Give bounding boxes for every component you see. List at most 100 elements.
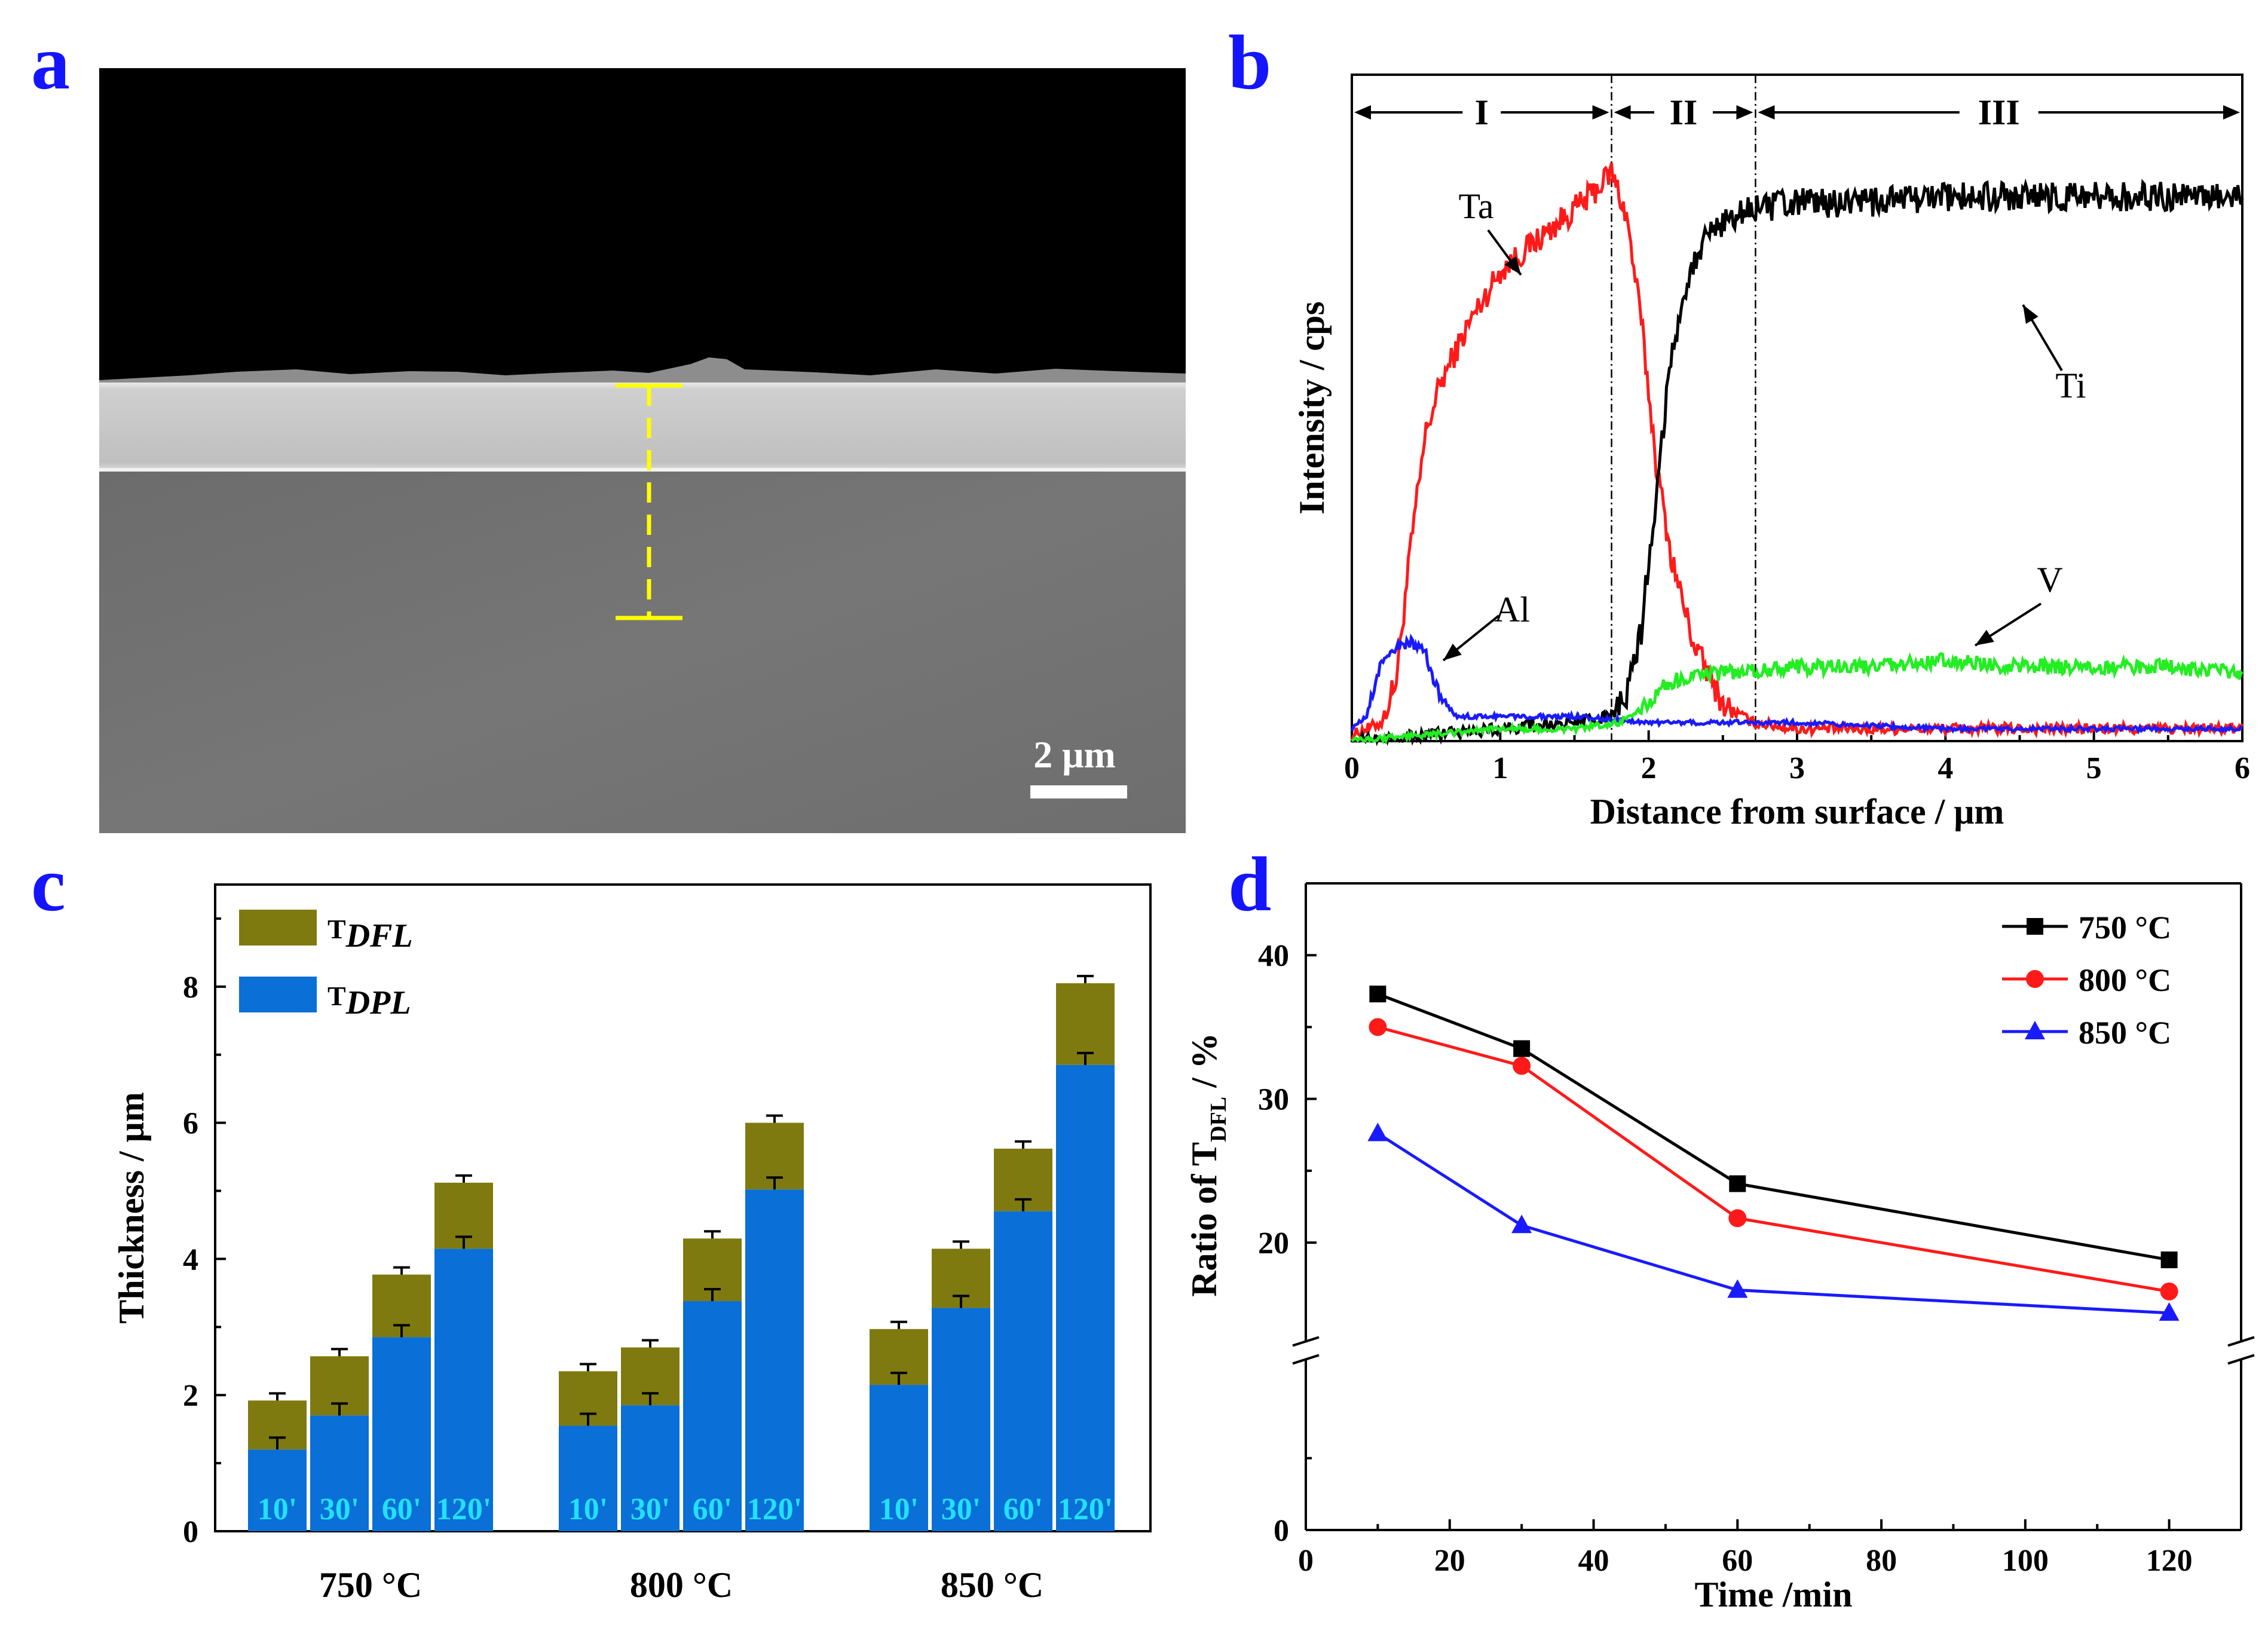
bar-dpl: [745, 1189, 804, 1531]
region-label-III: III: [1978, 93, 2020, 132]
y-axis-label-c: Thickness / μm: [112, 1092, 151, 1323]
bar-time-label: 10': [258, 1492, 297, 1526]
bar-time-label: 10': [568, 1492, 608, 1526]
y-axis-label-b: Intensity / cps: [1292, 301, 1332, 515]
group-label-c: 850 °C: [941, 1565, 1043, 1605]
annotation-V: V: [2037, 560, 2062, 599]
region-label-II: II: [1670, 93, 1698, 132]
bar-time-label: 10': [879, 1492, 919, 1526]
x-axis-label-d: Time /min: [1695, 1575, 1853, 1614]
region-arrowhead-left-I: [1354, 105, 1371, 120]
chart-c-thickness-bars: 0 2 4 6 8 Thickness / μm 10' 30' 60' 120' 750 °C 10…: [112, 883, 1152, 1605]
bar-time-label: 120': [1058, 1492, 1113, 1526]
annotation-arrowhead-Ta: [1504, 256, 1521, 275]
legend-label-d: 800 °C: [2079, 962, 2171, 998]
region-arrowhead-right-III: [2223, 105, 2240, 120]
panel-letter-d: d: [1228, 842, 1272, 928]
panel-letter-b: b: [1228, 20, 1272, 106]
region-label-bg-II: [1654, 94, 1713, 130]
series-line-V: [1351, 652, 2243, 745]
plot-frame-b: [1351, 74, 2243, 742]
bar-time-label: 30': [630, 1492, 670, 1526]
bar-time-label: 60': [693, 1492, 732, 1526]
x-tick-label-b: 5: [2086, 751, 2102, 785]
scale-bar: [1030, 785, 1127, 798]
thickness-marker: [616, 383, 682, 620]
region-label-bg-I: [1462, 94, 1501, 130]
legend-label-T_DPL: TDPL: [328, 981, 411, 1021]
y-axis-label-d: Ratio of TDFL / %: [1184, 1033, 1231, 1297]
region-label-I: I: [1475, 93, 1489, 132]
legend-swatch-T_DFL: [239, 910, 317, 946]
legend-label-d: 850 °C: [2079, 1015, 2171, 1051]
region-arrowhead-right-II: [1736, 105, 1753, 120]
y-tick-label-c: 6: [183, 1107, 198, 1141]
legend-marker-d: [2025, 1021, 2045, 1039]
plot-frame-c: [214, 883, 1152, 1532]
annotation-arrowhead-Al: [1443, 643, 1462, 660]
bar-dpl: [248, 1449, 307, 1531]
x-axis-label-b: Distance from surface / μm: [1590, 792, 2004, 831]
bar-time-label: 60': [1003, 1492, 1043, 1526]
x-tick-label-d: 60: [1722, 1544, 1753, 1578]
legend-label-T_DFL: TDFL: [328, 914, 413, 954]
x-tick-label-b: 2: [1641, 751, 1657, 785]
x-tick-label-d: 40: [1578, 1544, 1609, 1578]
bar-dpl: [559, 1425, 617, 1531]
x-tick-label-d: 120: [2146, 1544, 2193, 1578]
data-point-d: [1369, 1018, 1387, 1036]
bar-time-label: 30': [941, 1492, 981, 1526]
x-tick-label-b: 0: [1344, 751, 1360, 785]
series-line-d: [1377, 1132, 2169, 1315]
axis-break-mark-d: [2227, 1354, 2255, 1365]
x-tick-label-d: 100: [2002, 1544, 2049, 1578]
legend-marker-d: [2027, 918, 2043, 935]
series-line-d: [1377, 1026, 2170, 1293]
x-tick-label-b: 4: [1938, 751, 1953, 785]
region-arrowhead-left-II: [1614, 105, 1631, 120]
bar-time-label: 60': [382, 1492, 421, 1526]
y-tick-label-d: 0: [1274, 1514, 1289, 1548]
annotation-arrowhead-V: [1975, 629, 1994, 645]
data-point-d: [1727, 1279, 1748, 1298]
bar-dpl: [1056, 1064, 1115, 1531]
bar-time-label: 120': [747, 1492, 802, 1526]
data-point-d: [1369, 986, 1386, 1003]
scale-bar-label: 2 μm: [1033, 733, 1116, 776]
data-point-d: [1367, 1122, 1388, 1142]
annotation-Ti: Ti: [2055, 366, 2086, 405]
bar-dpl: [310, 1415, 369, 1531]
y-tick-label-c: 2: [183, 1379, 198, 1413]
data-point-d: [1513, 1040, 1531, 1057]
y-tick-label-d: 20: [1258, 1226, 1289, 1260]
data-point-d: [2160, 1282, 2178, 1301]
group-label-c: 750 °C: [319, 1565, 422, 1605]
axis-break-mark-d: [2227, 1336, 2255, 1347]
region-arrowhead-left-III: [1758, 105, 1775, 120]
x-tick-label-b: 3: [1789, 751, 1805, 785]
region-label-bg-III: [1959, 94, 2039, 130]
series-line-Ti: [1352, 178, 2244, 746]
sem-substrate: [99, 469, 1186, 833]
region-arrowhead-right-I: [1592, 105, 1609, 120]
chart-d-ratio-lines: 0 20 40 60 80 100 120 0 20 30 40 Time /min Ratio of …: [1184, 882, 2255, 1614]
data-point-d: [1728, 1209, 1747, 1228]
x-tick-label-d: 80: [1866, 1544, 1897, 1578]
bar-dpl: [994, 1211, 1052, 1531]
bar-dpl: [932, 1308, 990, 1531]
annotation-Ta: Ta: [1458, 186, 1493, 226]
sem-micrograph: 2 μm: [99, 68, 1186, 833]
annotation-Al: Al: [1494, 590, 1530, 629]
data-point-d: [1729, 1175, 1746, 1192]
bar-dpl: [434, 1249, 493, 1531]
bar-dfl: [1056, 983, 1115, 1065]
panel-letter-c: c: [31, 842, 66, 928]
legend-marker-d: [2026, 970, 2044, 988]
series-line-Ta: [1350, 163, 2244, 741]
data-point-d: [2160, 1251, 2178, 1268]
bar-dpl: [621, 1405, 680, 1531]
bar-dpl: [870, 1385, 928, 1531]
y-tick-label-d: 40: [1258, 939, 1289, 973]
legend-label-d: 750 °C: [2079, 910, 2171, 946]
data-point-d: [1511, 1214, 1532, 1234]
